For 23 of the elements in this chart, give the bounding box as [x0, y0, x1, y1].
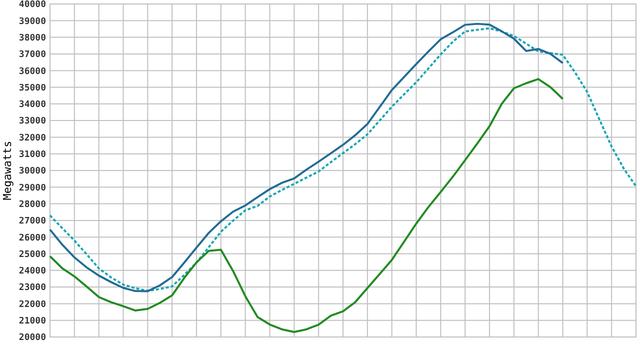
- y-tick-label: 33000: [18, 116, 46, 127]
- y-tick-label: 32000: [18, 133, 46, 144]
- line-series: [49, 78, 564, 334]
- y-tick-label: 37000: [18, 50, 46, 60]
- y-tick-label: 20000: [18, 333, 46, 344]
- y-tick-label: 30000: [18, 166, 46, 177]
- y-tick-label: 22000: [18, 300, 46, 310]
- y-tick-label: 29000: [18, 183, 46, 194]
- y-tick-label: 38000: [18, 33, 46, 44]
- y-tick-label: 27000: [18, 216, 46, 227]
- y-tick-label: 28000: [18, 200, 46, 210]
- y-tick-label: 21000: [18, 316, 46, 326]
- y-tick-label: 39000: [18, 16, 46, 27]
- y-tick-label: 25000: [18, 250, 46, 260]
- y-tick-label: 40000: [18, 0, 46, 10]
- y-tick-label: 23000: [18, 283, 46, 294]
- y-tick-label: 26000: [18, 233, 46, 244]
- y-tick-label: 34000: [18, 100, 46, 110]
- y-axis-title: Megawatts: [1, 140, 14, 200]
- y-tick-label: 36000: [18, 66, 46, 77]
- y-tick-label: 35000: [18, 83, 46, 94]
- y-tick-label: 24000: [18, 266, 46, 277]
- y-tick-label: 31000: [18, 150, 46, 160]
